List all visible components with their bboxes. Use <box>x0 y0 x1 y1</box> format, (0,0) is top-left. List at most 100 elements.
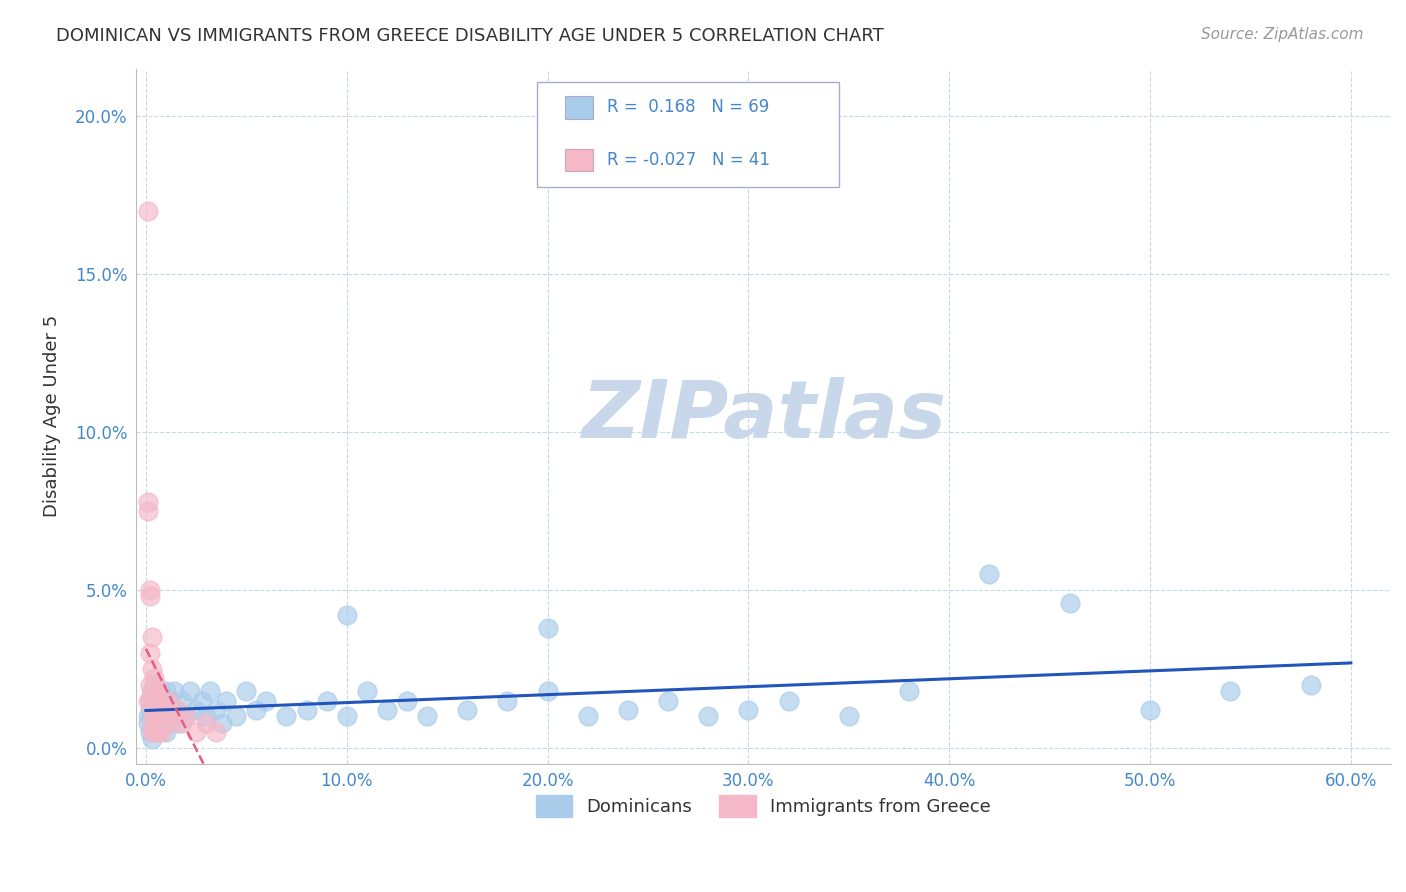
Point <box>1059 596 1081 610</box>
Point <box>315 693 337 707</box>
Point <box>205 703 228 717</box>
Point <box>141 731 163 746</box>
Point <box>155 709 177 723</box>
Point <box>139 678 162 692</box>
FancyBboxPatch shape <box>565 96 593 119</box>
Point <box>149 693 172 707</box>
Point <box>184 725 207 739</box>
Point <box>146 684 169 698</box>
Point <box>150 693 173 707</box>
FancyBboxPatch shape <box>537 82 839 186</box>
Point <box>184 703 207 717</box>
Point <box>336 608 359 623</box>
Point <box>150 725 173 739</box>
Point <box>163 709 186 723</box>
Point <box>150 693 173 707</box>
Point <box>136 709 159 723</box>
Point <box>170 693 193 707</box>
Point <box>536 621 558 635</box>
Point <box>235 684 257 698</box>
Point <box>142 693 165 707</box>
Point <box>336 709 359 723</box>
Point <box>136 504 159 518</box>
Point <box>141 662 163 676</box>
Point <box>145 715 167 730</box>
Point <box>205 725 228 739</box>
Point <box>191 693 214 707</box>
Point <box>139 693 162 707</box>
Text: DOMINICAN VS IMMIGRANTS FROM GREECE DISABILITY AGE UNDER 5 CORRELATION CHART: DOMINICAN VS IMMIGRANTS FROM GREECE DISA… <box>56 27 884 45</box>
Point <box>141 684 163 698</box>
Point <box>142 700 165 714</box>
Point <box>245 703 267 717</box>
Point <box>198 684 221 698</box>
Point <box>295 703 318 717</box>
Point <box>149 684 172 698</box>
Point <box>146 709 169 723</box>
Point <box>356 684 378 698</box>
Point <box>838 709 860 723</box>
Point <box>145 703 167 717</box>
Point <box>153 703 176 717</box>
Point <box>254 693 277 707</box>
Point <box>139 582 162 597</box>
Point <box>145 725 167 739</box>
Point <box>141 725 163 739</box>
Point <box>145 693 167 707</box>
Point <box>195 715 218 730</box>
Point <box>159 715 181 730</box>
Point <box>139 703 162 717</box>
Point <box>576 709 599 723</box>
Point <box>1139 703 1161 717</box>
Point <box>136 203 159 218</box>
Point <box>165 703 187 717</box>
Point <box>1299 678 1322 692</box>
Text: R = -0.027   N = 41: R = -0.027 N = 41 <box>606 152 769 169</box>
Point <box>215 693 238 707</box>
FancyBboxPatch shape <box>565 149 593 171</box>
Text: ZIPatlas: ZIPatlas <box>581 377 946 455</box>
Point <box>179 684 201 698</box>
Point <box>146 725 169 739</box>
Point <box>142 678 165 692</box>
Point <box>142 719 165 733</box>
Point <box>142 725 165 739</box>
Point <box>139 693 162 707</box>
Text: Source: ZipAtlas.com: Source: ZipAtlas.com <box>1201 27 1364 42</box>
Point <box>1219 684 1241 698</box>
Point <box>149 703 172 717</box>
Legend: Dominicans, Immigrants from Greece: Dominicans, Immigrants from Greece <box>529 788 998 824</box>
Point <box>456 703 478 717</box>
Point <box>141 631 163 645</box>
Point <box>778 693 800 707</box>
Point <box>375 703 398 717</box>
Point <box>146 725 169 739</box>
Point <box>142 709 165 723</box>
Point <box>159 693 181 707</box>
Point <box>155 725 177 739</box>
Point <box>167 715 190 730</box>
Point <box>139 725 162 739</box>
Point <box>536 684 558 698</box>
Point <box>142 672 165 686</box>
Point <box>136 715 159 730</box>
Point <box>167 703 190 717</box>
Point <box>141 684 163 698</box>
Point <box>657 693 679 707</box>
Point <box>170 715 193 730</box>
Point <box>156 703 179 717</box>
Point <box>145 709 167 723</box>
Point <box>141 703 163 717</box>
Point <box>617 703 640 717</box>
Point <box>149 715 172 730</box>
Point <box>211 715 233 730</box>
Point <box>416 709 439 723</box>
Point <box>979 567 1001 582</box>
Point <box>156 693 179 707</box>
Point <box>141 715 163 730</box>
Point <box>697 709 720 723</box>
Point <box>155 684 177 698</box>
Point <box>195 709 218 723</box>
Y-axis label: Disability Age Under 5: Disability Age Under 5 <box>44 315 60 517</box>
Point <box>276 709 298 723</box>
